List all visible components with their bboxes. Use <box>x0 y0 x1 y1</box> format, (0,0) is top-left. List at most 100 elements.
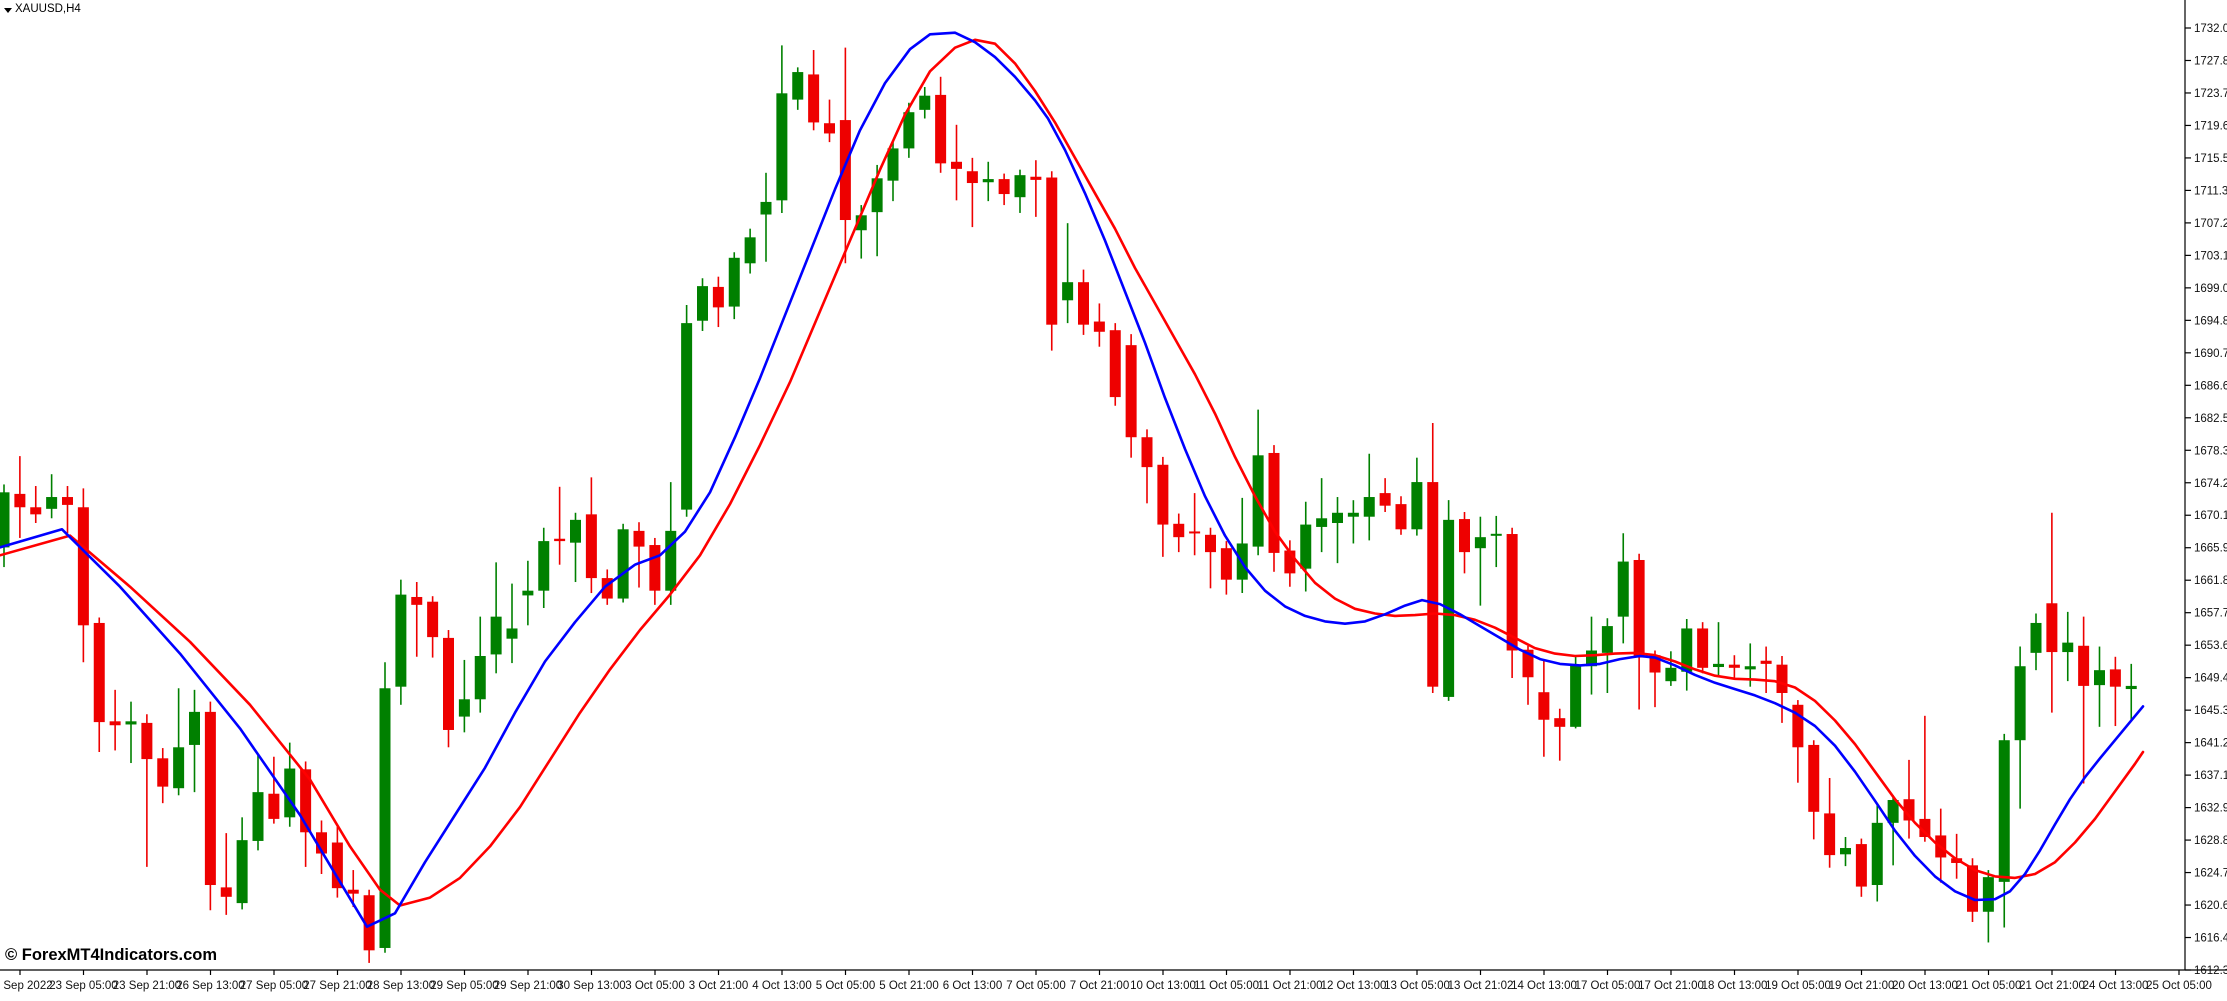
bear-candle-body <box>1824 813 1836 856</box>
bear-candle-body <box>1395 504 1407 530</box>
ma-lines-layer <box>0 31 2145 929</box>
time-tick-label: 6 Oct 13:00 <box>943 980 1002 992</box>
bear-candle-body <box>1205 534 1216 553</box>
price-tick-label: 1616.40 <box>2194 933 2227 945</box>
watermark: © ForexMT4Indicators.com <box>5 946 218 964</box>
bear-candle-body <box>1379 493 1391 506</box>
bull-candle-body <box>681 323 693 510</box>
bear-candle-body <box>1125 345 1137 438</box>
time-tick-label: 12 Oct 13:00 <box>1321 980 1387 992</box>
bull-candle-body <box>125 721 137 725</box>
time-tick-label: 5 Oct 21:00 <box>879 980 938 992</box>
bear-candle-body <box>1967 865 1978 912</box>
ma-slow-red-line <box>0 38 2145 907</box>
bear-candle-body <box>443 637 454 730</box>
bear-candle-body <box>2109 669 2121 687</box>
bear-candle-body <box>601 578 613 599</box>
time-tick-label: 3 Oct 21:00 <box>689 980 748 992</box>
bull-candle-body <box>1332 512 1343 524</box>
price-tick-label: 1682.50 <box>2194 413 2227 425</box>
price-tick-label: 1699.00 <box>2194 283 2227 295</box>
bull-candle-body <box>522 590 534 596</box>
axes-layer <box>0 0 2227 971</box>
bull-candle-body <box>982 179 994 183</box>
bull-candle-body <box>1665 667 1677 682</box>
bear-candle-body <box>300 769 312 833</box>
bull-candle-body <box>570 519 581 543</box>
bull-candle-body <box>919 95 931 110</box>
bull-candle-body <box>506 628 518 639</box>
bull-candle-body <box>728 257 740 307</box>
bear-candle-body <box>824 123 835 134</box>
time-tick-label: 23 Sep 21:00 <box>113 980 181 992</box>
time-tick-label: 21 Oct 05:00 <box>1956 980 2022 992</box>
bull-candle-body <box>46 497 58 509</box>
bull-candle-body <box>1062 282 1074 301</box>
time-tick-label: 5 Oct 05:00 <box>816 980 875 992</box>
bear-candle-body <box>1141 437 1153 468</box>
time-tick-label: 11 Oct 05:00 <box>1194 980 1259 992</box>
bear-candle-body <box>1728 664 1740 668</box>
price-tick-label: 1707.20 <box>2194 218 2227 230</box>
bear-candle-body <box>2078 645 2090 686</box>
bull-candle-body <box>871 178 883 213</box>
bull-candle-body <box>1586 650 1597 667</box>
bear-candle-body <box>331 842 343 889</box>
bull-candle-body <box>1411 482 1423 530</box>
price-tick-label: 1670.10 <box>2194 510 2227 522</box>
bull-candle-body <box>1887 800 1899 823</box>
price-tick-label: 1645.30 <box>2194 705 2227 717</box>
time-tick-label: 29 Sep 05:00 <box>430 980 498 992</box>
symbol-timeframe-label: XAUUSD,H4 <box>15 3 81 15</box>
bull-candle-body <box>1840 848 1851 855</box>
time-tick-label: 11 Oct 21:00 <box>1258 980 1323 992</box>
time-tick-label: 19 Oct 05:00 <box>1765 980 1831 992</box>
bull-candle-body <box>776 93 788 201</box>
bear-candle-body <box>1522 649 1534 678</box>
bear-candle-body <box>1633 559 1645 658</box>
time-tick-label: 28 Sep 13:00 <box>367 980 435 992</box>
bear-candle-body <box>1093 321 1105 332</box>
bull-candle-body <box>887 148 899 181</box>
bear-candle-body <box>554 538 566 542</box>
bear-candle-body <box>1268 452 1280 553</box>
bull-candle-body <box>903 112 915 149</box>
symbol-dropdown-arrow-icon[interactable] <box>4 8 12 13</box>
time-tick-label: 24 Oct 13:00 <box>2083 980 2149 992</box>
bear-candle-body <box>1776 664 1788 693</box>
price-tick-label: 1727.80 <box>2194 55 2227 67</box>
bear-candle-body <box>839 120 851 221</box>
bear-candle-body <box>1284 550 1296 574</box>
bear-candle-body <box>1220 548 1232 580</box>
bull-candle-body <box>2014 666 2026 741</box>
bull-candle-body <box>1617 561 1629 617</box>
bull-candle-body <box>284 768 296 818</box>
time-tick-label: 7 Oct 05:00 <box>1006 980 1065 992</box>
bull-candle-body <box>617 529 629 599</box>
bear-candle-body <box>427 601 439 638</box>
bear-candle-body <box>268 793 280 819</box>
time-tick-label: 13 Oct 21:02 <box>1448 980 1514 992</box>
bear-candle-body <box>141 722 153 760</box>
time-tick-label: 21 Oct 21:00 <box>2019 980 2085 992</box>
price-axis[interactable]: 1732.00 1727.80 1723.70 1719.60 1715.50 1711.… <box>2185 23 2227 977</box>
bull-candle-body <box>1570 664 1582 727</box>
time-tick-label: 17 Oct 21:00 <box>1638 980 1704 992</box>
bear-candle-body <box>1157 464 1169 525</box>
price-tick-label: 1686.60 <box>2194 380 2227 392</box>
bull-candle-body <box>744 237 756 264</box>
price-tick-label: 1632.90 <box>2194 803 2227 815</box>
price-tick-label: 1628.80 <box>2194 835 2227 847</box>
price-tick-label: 1711.30 <box>2194 185 2227 197</box>
bear-candle-body <box>1506 534 1518 651</box>
bull-candle-body <box>1998 740 2010 882</box>
bear-candle-body <box>411 596 423 605</box>
bull-candle-body <box>1744 666 1756 670</box>
time-tick-label: 13 Oct 05:00 <box>1384 980 1450 992</box>
bear-candle-body <box>998 179 1010 195</box>
time-tick-label: 18 Oct 13:00 <box>1702 980 1768 992</box>
price-tick-label: 1649.40 <box>2194 673 2227 685</box>
bull-candle-body <box>665 530 677 591</box>
